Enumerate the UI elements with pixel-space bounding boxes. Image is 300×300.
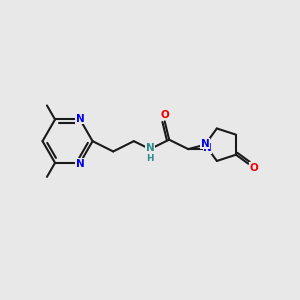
Text: N: N bbox=[76, 159, 84, 169]
Text: N: N bbox=[76, 114, 84, 124]
Text: N: N bbox=[146, 142, 154, 153]
Text: O: O bbox=[249, 163, 258, 172]
Text: N: N bbox=[203, 143, 212, 153]
Text: O: O bbox=[160, 110, 169, 120]
Text: H: H bbox=[146, 154, 154, 163]
Text: N: N bbox=[201, 139, 209, 149]
